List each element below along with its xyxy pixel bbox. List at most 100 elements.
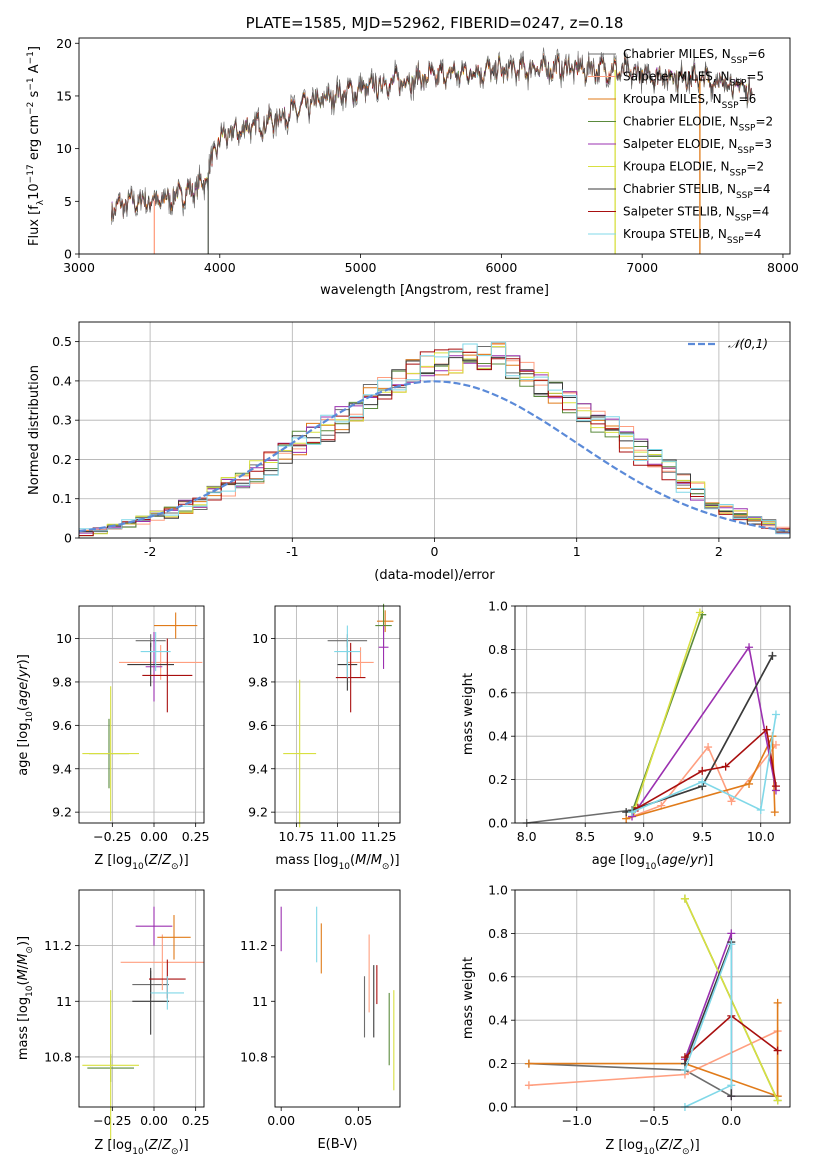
x-tick-label: −0.25 (93, 829, 131, 844)
legend-entry: Salpeter MILES, NSSP=5 (623, 70, 764, 89)
errorbars (82, 906, 204, 1141)
x-tick-label: 9.5 (692, 829, 712, 844)
legend-entry: Kroupa ELODIE, NSSP=2 (623, 160, 764, 179)
weight-marker (773, 1046, 782, 1055)
errorbar-point (140, 632, 171, 672)
x-tick-label: 0.25 (182, 829, 210, 844)
x-axis-label: mass [log10(M/M⊙)] (275, 853, 399, 872)
panel-mass-vs-ebv: 0.00 0.05 10.8 11 11.2 (240, 889, 401, 1128)
weight-marker (695, 608, 704, 617)
panel-age-vs-Z: −0.25 0.00 0.25 9.2 9.4 9.6 9.8 10 (52, 605, 210, 844)
errorbars (280, 906, 395, 1091)
y-axis-label: mass weight (461, 957, 476, 1039)
x-tick-label: 11.25 (361, 829, 397, 844)
errorbar-point (334, 625, 361, 678)
x-tick-label: 0.0 (721, 1113, 741, 1128)
weight-marker (770, 808, 779, 817)
legend-entry: Salpeter ELODIE, NSSP=3 (623, 137, 772, 156)
weight-marker (745, 779, 754, 788)
weight-marker (698, 766, 707, 775)
weight-marker (680, 894, 689, 903)
x-axis-label: Z [log10(Z/Z⊙)] (94, 1138, 188, 1157)
weight-marker (628, 808, 637, 817)
x-tick-label: 0 (431, 544, 439, 559)
errorbars (283, 603, 394, 828)
y-tick-label: 11 (56, 994, 72, 1009)
y-tick-label: 0.6 (488, 685, 508, 700)
panel-mass-vs-Z: −0.25 0.00 0.25 10.8 11 11.2 (44, 889, 210, 1141)
x-tick-label: 10.0 (747, 829, 775, 844)
y-tick-label: 0 (64, 531, 72, 546)
weight-marker (727, 797, 736, 806)
plot-frame (78, 321, 791, 539)
y-tick-label: 9.4 (52, 761, 72, 776)
legend-entry: Chabrier ELODIE, NSSP=2 (623, 115, 773, 134)
histograms (79, 341, 790, 537)
weight-lines (524, 894, 782, 1111)
weight-marker (727, 1081, 736, 1090)
x-axis-label: Z [log10(Z/Z⊙)] (94, 853, 188, 872)
y-tick-label: 9.2 (52, 805, 72, 820)
x-tick-label: -1 (286, 544, 298, 559)
y-tick-label: 9.2 (248, 805, 268, 820)
y-tick-label: 0.3 (52, 413, 72, 428)
x-tick-label: 6000 (485, 260, 517, 275)
errorbar-point (283, 679, 317, 828)
errorbar-point (127, 642, 174, 687)
y-tick-label: 0.4 (488, 729, 508, 744)
y-tick-label: 1.0 (488, 599, 508, 614)
y-tick-label: 10 (56, 141, 72, 156)
plot-frame (514, 889, 791, 1108)
legend-entry: 𝒩(0,1) (728, 337, 768, 351)
spectrum-legend: Chabrier MILES, NSSP=6 Salpeter MILES, NS… (588, 47, 773, 246)
weight-lines (522, 608, 780, 827)
x-axis-label: age [log10(age/yr)] (592, 853, 714, 872)
residual-histogram (79, 341, 790, 535)
y-tick-label: 0.2 (52, 452, 72, 467)
weight-marker (768, 651, 777, 660)
y-axis-label: Flux [fλ10−17 erg cm−2 s−1 A−1] (26, 46, 46, 246)
panel-residuals: -2 -1 0 1 2 0 0.1 0.2 0.3 0.4 0.5 𝒩(0,1) (data-model… (27, 321, 791, 583)
weight-series-line (684, 944, 733, 1108)
y-tick-label: 10.8 (240, 1049, 268, 1064)
y-tick-label: 9.8 (52, 674, 72, 689)
y-tick-label: 0.8 (488, 926, 508, 941)
y-tick-label: 20 (56, 36, 72, 51)
weight-marker (762, 725, 771, 734)
y-tick-label: 10 (56, 631, 72, 646)
y-tick-label: 11 (252, 994, 268, 1009)
errorbar-point (335, 642, 366, 713)
weight-marker (727, 1092, 736, 1101)
x-tick-label: 7000 (626, 260, 658, 275)
weight-marker (771, 710, 780, 719)
y-tick-label: 0.6 (488, 969, 508, 984)
y-tick-label: 15 (56, 88, 72, 103)
x-tick-label: −1.0 (562, 1113, 592, 1128)
weight-marker (773, 1096, 782, 1105)
plot-frame (78, 37, 791, 255)
y-axis-label: age [log10(age/yr)] (16, 654, 35, 776)
legend-entry: Chabrier STELIB, NSSP=4 (623, 182, 771, 201)
x-tick-label: 5000 (345, 260, 377, 275)
x-tick-label: 11.00 (320, 829, 356, 844)
y-axis-label: Normed distribution (27, 365, 42, 495)
weight-marker (727, 929, 736, 938)
weight-marker (704, 743, 713, 752)
figure-title: PLATE=1585, MJD=52962, FIBERID=0247, z=0… (246, 14, 624, 32)
plot-frame (514, 605, 791, 824)
x-axis-label: Z [log10(Z/Z⊙)] (605, 1138, 699, 1157)
legend-entry: Salpeter STELIB, NSSP=4 (623, 205, 769, 224)
weight-marker (771, 782, 780, 791)
weight-series-line (631, 645, 777, 817)
errorbar-point (378, 625, 389, 669)
errorbar-point (142, 638, 193, 713)
spectrum-series-line (111, 47, 753, 225)
y-tick-label: 0.4 (488, 1013, 508, 1028)
weight-marker (698, 777, 707, 786)
plot-frame (78, 889, 205, 1108)
y-tick-label: 0.8 (488, 642, 508, 657)
x-tick-label: -2 (144, 544, 156, 559)
spectrum-lines (111, 47, 753, 254)
y-tick-label: 0.0 (488, 816, 508, 831)
weight-series-line (528, 1062, 778, 1097)
